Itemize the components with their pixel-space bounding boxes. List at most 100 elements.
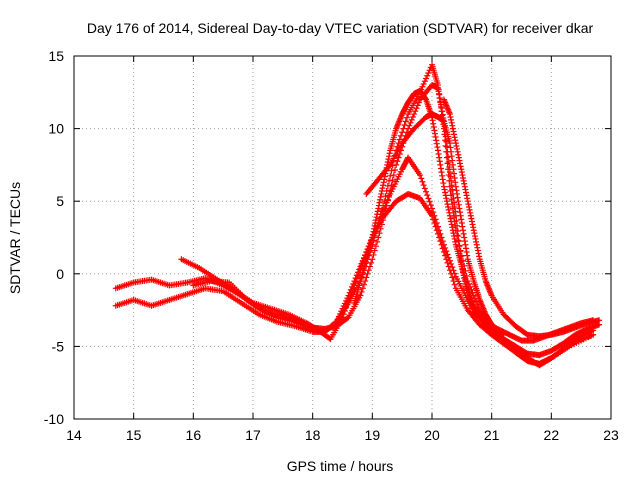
data-point [339,314,346,321]
series-layer [112,61,603,369]
y-tick-label: 5 [56,193,64,209]
y-tick-label: 10 [48,121,64,137]
data-point [381,205,388,212]
y-tick-label: 15 [48,48,64,64]
data-point [432,223,439,230]
data-point [426,198,433,205]
data-point [382,193,389,200]
data-point [394,158,401,165]
data-point [335,313,342,320]
data-point [424,72,431,79]
x-tick-label: 14 [66,427,82,443]
data-point [430,216,437,223]
series-track-f [351,87,603,359]
data-point [420,81,427,88]
x-tick-label: 19 [365,427,381,443]
series-track-b [112,61,597,369]
data-point [423,75,430,82]
y-tick-label: -10 [44,411,64,427]
data-point [334,316,341,323]
data-point [353,272,360,279]
data-point [443,154,450,161]
x-tick-label: 23 [603,427,619,443]
data-point [393,161,400,168]
data-point [397,132,404,139]
data-point [382,202,389,209]
data-point [387,172,394,179]
data-point [349,283,356,290]
data-point [371,247,378,254]
data-point [340,303,347,310]
data-point [596,317,603,324]
data-point [345,292,352,299]
y-tick-label: 0 [56,266,64,282]
data-point [442,143,449,150]
data-point [343,297,350,304]
data-point [351,278,358,285]
data-point [419,178,426,185]
data-point [407,119,414,126]
x-tick-label: 22 [544,427,560,443]
data-point [333,318,340,325]
data-point [350,280,357,287]
data-point [448,270,455,277]
data-point [332,319,339,326]
data-point [386,193,393,200]
data-point [384,196,391,203]
data-point [400,125,407,132]
data-point [375,234,382,241]
data-point [339,305,346,312]
data-point [409,113,416,120]
data-point [399,129,406,136]
data-point [383,199,390,206]
data-point [337,310,344,317]
data-point [445,172,452,179]
x-tick-label: 17 [245,427,261,443]
data-point [417,172,424,179]
y-tick-label: -5 [52,338,65,354]
data-point [402,118,409,125]
data-point [443,143,450,150]
data-point [420,182,427,189]
data-point [443,256,450,263]
data-point [356,266,363,273]
data-point [344,315,351,322]
data-point [429,212,435,219]
data-point [395,154,402,161]
data-point [419,83,426,90]
data-point [445,166,452,173]
data-point [411,111,418,118]
data-point [446,177,453,184]
data-point [437,238,444,245]
data-point [433,227,440,234]
y-axis-label: SDTVAR / TECUs [7,182,23,294]
data-point [406,122,413,129]
x-tick-label: 20 [424,427,440,443]
data-point [440,249,447,256]
data-point [390,172,397,179]
data-point [442,252,449,259]
x-tick-label: 21 [484,427,500,443]
data-point [434,230,441,237]
x-tick-label: 15 [126,427,142,443]
data-point [341,300,348,307]
data-point [445,263,452,270]
data-point [590,331,597,338]
data-point [424,192,431,199]
data-point [446,267,453,274]
data-point [439,245,446,252]
data-point [388,167,395,174]
data-point [396,136,403,143]
data-point [413,105,420,112]
data-point [418,175,425,182]
data-point [392,166,399,173]
chart-title: Day 176 of 2014, Sidereal Day-to-day VTE… [87,20,594,36]
data-point [445,153,452,160]
data-point [408,116,415,123]
series-track-e [363,111,507,338]
data-point [436,234,443,241]
data-point [360,281,367,288]
data-point [386,177,393,184]
data-point [454,232,461,239]
